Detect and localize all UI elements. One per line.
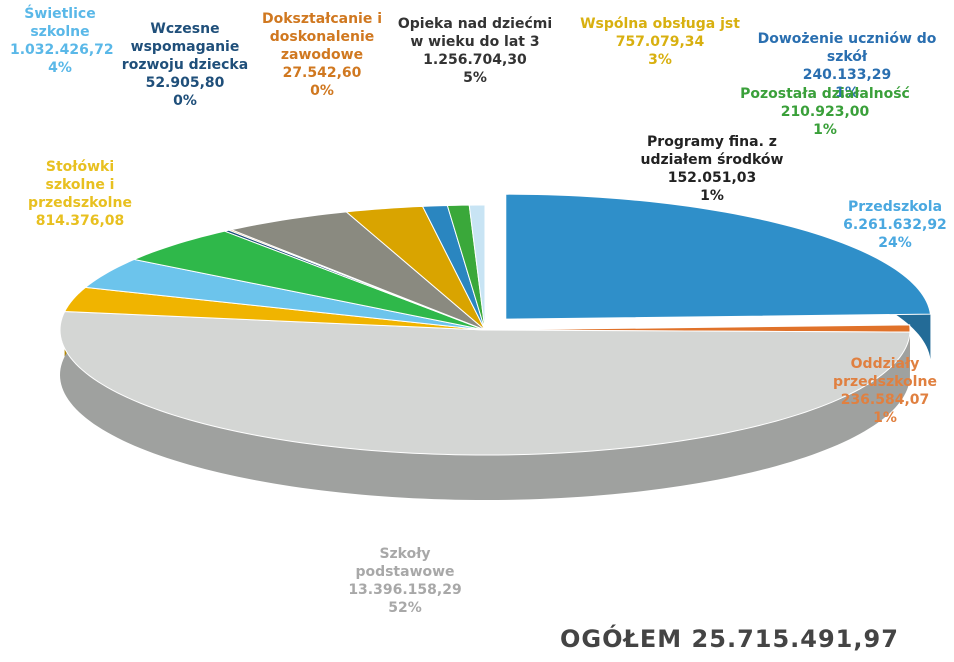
slice-name: Programy fina. z udziałem środków: [640, 134, 784, 168]
slice-label: Przedszkola 6.261.632,92 24%: [830, 198, 954, 252]
slice-value: 1.032.426,72: [10, 42, 114, 58]
slice-percent: 1%: [813, 122, 837, 138]
slice-percent: 1%: [873, 410, 897, 426]
slice-label: Dowożenie uczniów do szkół 240.133,29 1%: [752, 30, 942, 102]
slice-name: Wspólna obsługa jst: [580, 16, 740, 32]
slice-percent: 1%: [835, 85, 859, 101]
slice-label: Wczesne wspomaganie rozwoju dziecka 52.90…: [120, 20, 250, 110]
slice-value: 240.133,29: [802, 67, 892, 83]
slice-value: 6.261.632,92: [843, 217, 947, 233]
slice-value: 236.584,07: [840, 392, 930, 408]
slice-value: 814.376,08: [35, 213, 125, 229]
slice-label: Wspólna obsługa jst 757.079,34 3%: [575, 15, 745, 69]
slice-percent: 5%: [463, 70, 487, 86]
slice-value: 27.542,60: [282, 65, 362, 81]
slice-label: Dokształcanie i doskonalenie zawodowe 27.…: [247, 10, 397, 100]
slice-label: Oddziały przedszkolne 236.584,07 1%: [830, 355, 940, 427]
slice-label: Opieka nad dziećmi w wieku do lat 3 1.256…: [395, 15, 555, 87]
slice: [63, 286, 486, 331]
slice-label: Świetlice szkolne 1.032.426,72 4%: [10, 5, 114, 77]
slice-value: 152.051,03: [667, 170, 757, 186]
slice-side: [60, 311, 910, 500]
slice-label: Szkoły podstawowe 13.396.158,29 52%: [330, 545, 480, 617]
slice-name: Świetlice szkolne: [24, 6, 96, 40]
slice-label: Programy fina. z udziałem środków 152.051…: [612, 133, 812, 205]
slice-name: Wczesne wspomaganie rozwoju dziecka: [121, 21, 249, 73]
slice: [84, 258, 486, 331]
slice-value: 13.396.158,29: [348, 582, 462, 598]
slice-name: Stołówki szkolne i przedszkolne: [28, 159, 132, 211]
slice-percent: 1%: [700, 188, 724, 204]
slice: [505, 193, 932, 320]
slice: [229, 211, 486, 331]
slice: [132, 230, 486, 331]
slice-name: Oddziały przedszkolne: [833, 356, 937, 390]
slice-name: Dowożenie uczniów do szkół: [757, 31, 937, 65]
slice: [468, 204, 486, 331]
slice-name: Opieka nad dziećmi w wieku do lat 3: [397, 16, 553, 50]
slice-name: Szkoły podstawowe: [355, 546, 455, 580]
slice-percent: 52%: [388, 600, 422, 616]
slice-label: Pozostała działalność 210.923,00 1%: [735, 85, 915, 139]
slice-name: Przedszkola: [847, 199, 943, 215]
slice: [345, 205, 486, 331]
slice-percent: 4%: [48, 60, 72, 76]
slice-percent: 0%: [173, 93, 197, 109]
slice-percent: 0%: [310, 83, 334, 99]
slice-percent: 3%: [648, 52, 672, 68]
slice: [59, 310, 911, 456]
slice-name: Dokształcanie i doskonalenie zawodowe: [261, 11, 383, 63]
total-label: OGÓŁEM 25.715.491,97: [560, 625, 899, 653]
slice-value: 757.079,34: [615, 34, 705, 50]
slice-value: 52.905,80: [145, 75, 225, 91]
slice-value: 210.923,00: [780, 104, 870, 120]
slice-value: 1.256.704,30: [423, 52, 527, 68]
slice-label: Stołówki szkolne i przedszkolne 814.376,0…: [20, 158, 140, 230]
slice-name: Pozostała działalność: [740, 86, 910, 102]
slice-percent: 24%: [878, 235, 912, 251]
